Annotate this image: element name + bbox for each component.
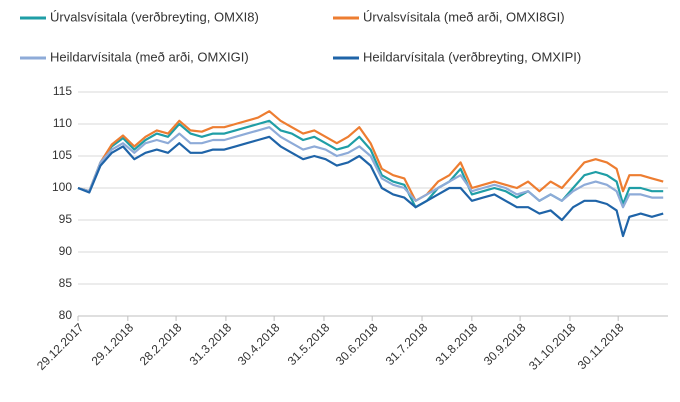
- legend-label: Heildarvísitala (verðbreyting, OMXIPI): [363, 49, 581, 64]
- x-tick-label: 30.9.2018: [481, 320, 529, 368]
- x-tick-label: 30.6.2018: [333, 320, 381, 368]
- x-tick-label: 31.3.2018: [187, 320, 235, 368]
- series-line: [77, 126, 664, 209]
- y-tick-label: 110: [53, 116, 72, 130]
- y-tick-label: 105: [52, 148, 72, 162]
- y-tick-label: 85: [59, 276, 73, 290]
- y-tick-label: 95: [59, 212, 73, 226]
- series-line: [77, 135, 664, 238]
- x-tick-label: 30.11.2018: [575, 320, 627, 372]
- x-tick-label: 31.10.2018: [526, 320, 579, 373]
- legend-label: Úrvalsvísitala (með arði, OMXI8GI): [363, 9, 565, 24]
- series-line: [77, 110, 664, 202]
- y-tick-label: 100: [52, 180, 72, 194]
- legend-label: Úrvalsvísitala (verðbreyting, OMXI8): [50, 9, 259, 24]
- y-tick-label: 90: [59, 244, 73, 258]
- y-tick-label: 115: [53, 84, 72, 98]
- x-tick-label: 31.5.2018: [285, 320, 333, 368]
- x-tick-label: 31.8.2018: [433, 320, 481, 368]
- y-tick-label: 80: [59, 308, 73, 322]
- x-tick-label: 31.7.2018: [383, 320, 431, 368]
- x-tick-label: 29.1.2018: [89, 320, 137, 368]
- series-line: [77, 119, 664, 209]
- x-tick-label: 28.2.2018: [137, 320, 185, 368]
- x-tick-label: 30.4.2018: [235, 320, 283, 368]
- legend-label: Heildarvísitala (með arði, OMXIGI): [50, 49, 249, 64]
- x-tick-label: 29.12.2017: [34, 320, 87, 373]
